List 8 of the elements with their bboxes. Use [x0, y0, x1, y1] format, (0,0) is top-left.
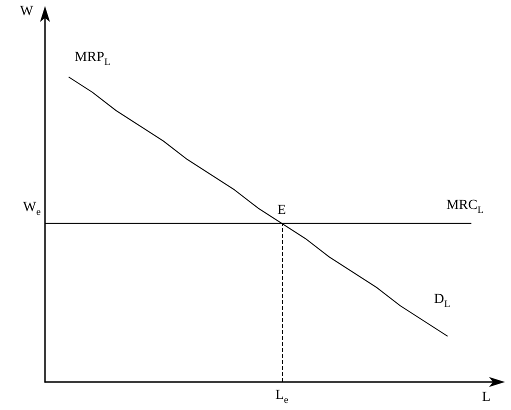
y-axis-title: W	[20, 4, 34, 20]
x-axis-title: L	[482, 390, 491, 406]
series-label: MRP$_{L}$	[74, 50, 110, 70]
series-label: MRC$_{L}$	[446, 198, 484, 218]
text: L$_{e}$	[275, 388, 288, 408]
text: W$_{e}$	[23, 200, 41, 220]
annotation: E	[277, 203, 286, 220]
annotation: D$_{L}$	[434, 292, 450, 312]
